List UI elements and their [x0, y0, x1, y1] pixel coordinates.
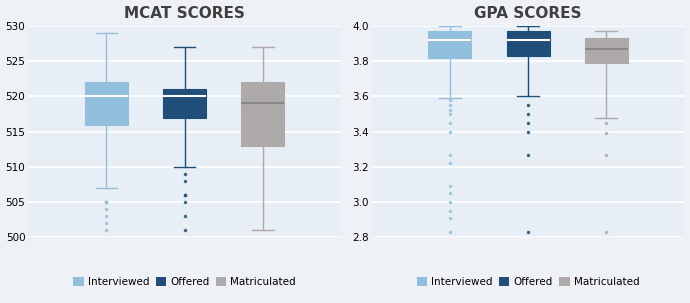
PathPatch shape [428, 31, 471, 58]
PathPatch shape [506, 31, 549, 56]
PathPatch shape [584, 38, 628, 63]
PathPatch shape [85, 82, 128, 125]
Legend: Interviewed, Offered, Matriculated: Interviewed, Offered, Matriculated [413, 273, 644, 291]
PathPatch shape [241, 82, 284, 146]
Title: MCAT SCORES: MCAT SCORES [124, 5, 245, 21]
Legend: Interviewed, Offered, Matriculated: Interviewed, Offered, Matriculated [69, 273, 300, 291]
Title: GPA SCORES: GPA SCORES [474, 5, 582, 21]
PathPatch shape [163, 89, 206, 118]
